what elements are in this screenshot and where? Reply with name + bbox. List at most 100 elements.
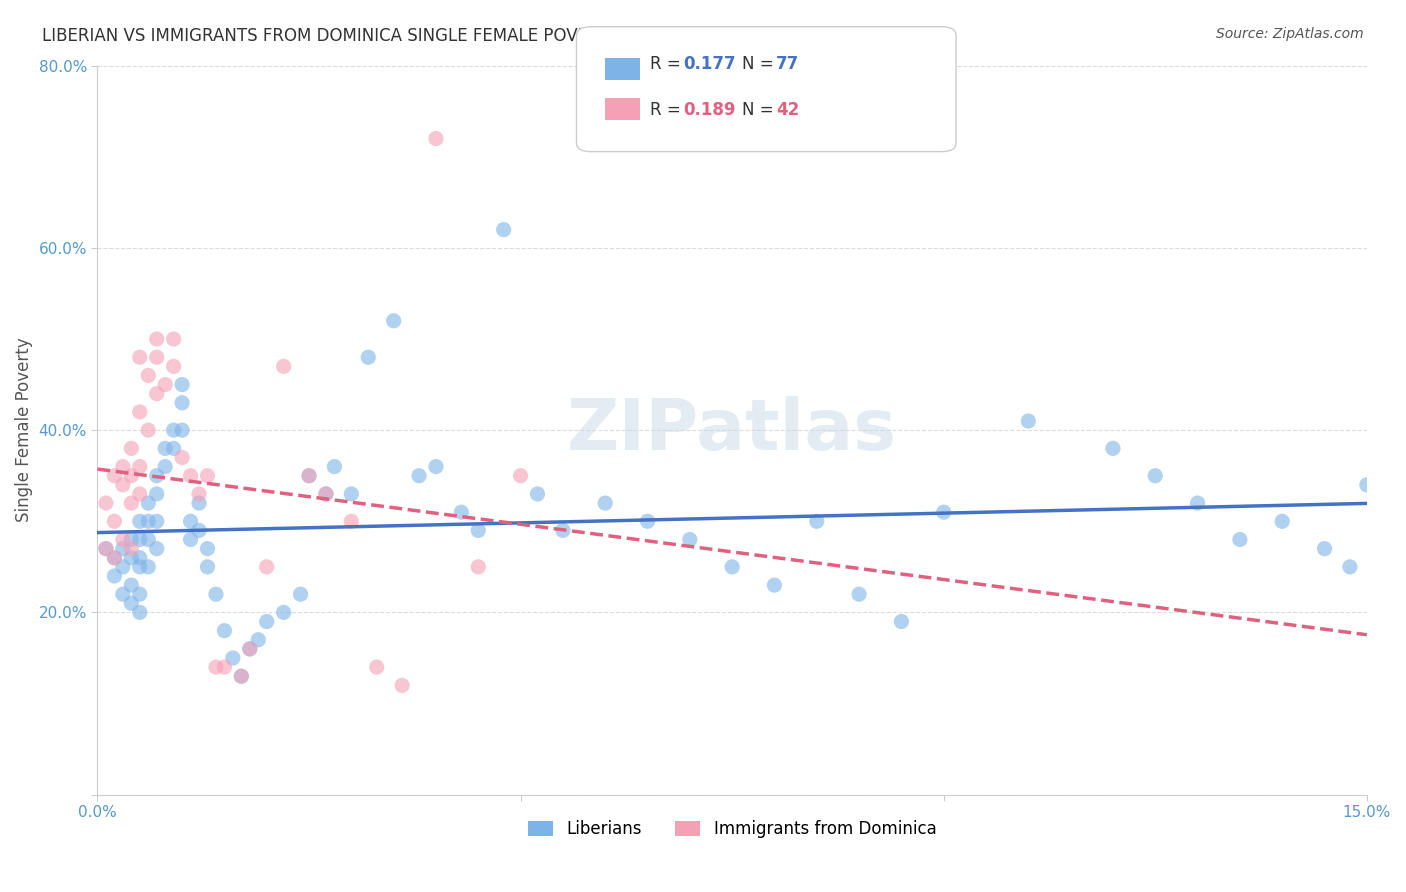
Point bbox=[120, 596, 142, 610]
Text: R =: R = bbox=[650, 55, 686, 73]
Point bbox=[128, 514, 150, 528]
Point bbox=[222, 651, 245, 665]
Point bbox=[340, 487, 363, 501]
Point bbox=[120, 468, 142, 483]
Point bbox=[120, 533, 142, 547]
Point bbox=[162, 442, 184, 456]
Point bbox=[425, 131, 447, 145]
Point bbox=[103, 550, 125, 565]
Point bbox=[128, 550, 150, 565]
Point bbox=[1187, 496, 1209, 510]
Point bbox=[408, 468, 430, 483]
Point bbox=[526, 487, 548, 501]
Point bbox=[425, 459, 447, 474]
Point bbox=[128, 587, 150, 601]
Point bbox=[128, 487, 150, 501]
Point bbox=[128, 606, 150, 620]
Point bbox=[1144, 468, 1167, 483]
Point bbox=[145, 487, 167, 501]
Point bbox=[188, 524, 211, 538]
Point bbox=[290, 587, 312, 601]
Point bbox=[162, 423, 184, 437]
Point bbox=[763, 578, 786, 592]
Point bbox=[197, 541, 219, 556]
Point bbox=[128, 405, 150, 419]
Point bbox=[136, 514, 159, 528]
Point bbox=[136, 496, 159, 510]
Point bbox=[1229, 533, 1251, 547]
Point bbox=[890, 615, 912, 629]
Point bbox=[188, 487, 211, 501]
Point bbox=[94, 541, 117, 556]
Point bbox=[188, 496, 211, 510]
Point bbox=[94, 496, 117, 510]
Point bbox=[172, 377, 194, 392]
Point bbox=[551, 524, 574, 538]
Point bbox=[273, 606, 295, 620]
Point bbox=[340, 514, 363, 528]
Point bbox=[593, 496, 616, 510]
Point bbox=[172, 450, 194, 465]
Point bbox=[1102, 442, 1125, 456]
Point bbox=[145, 386, 167, 401]
Point bbox=[111, 459, 134, 474]
Point bbox=[153, 459, 176, 474]
Point bbox=[136, 559, 159, 574]
Text: LIBERIAN VS IMMIGRANTS FROM DOMINICA SINGLE FEMALE POVERTY CORRELATION CHART: LIBERIAN VS IMMIGRANTS FROM DOMINICA SIN… bbox=[42, 27, 804, 45]
Point bbox=[136, 368, 159, 383]
Point bbox=[323, 459, 346, 474]
Point bbox=[509, 468, 531, 483]
Point bbox=[806, 514, 828, 528]
Point bbox=[679, 533, 702, 547]
Text: 42: 42 bbox=[776, 101, 800, 119]
Point bbox=[214, 660, 236, 674]
Point bbox=[103, 468, 125, 483]
Point bbox=[136, 423, 159, 437]
Point bbox=[145, 514, 167, 528]
Point bbox=[145, 541, 167, 556]
Point bbox=[153, 442, 176, 456]
Point bbox=[357, 350, 380, 364]
Point bbox=[162, 359, 184, 374]
Point bbox=[111, 478, 134, 492]
Point bbox=[128, 533, 150, 547]
Point bbox=[120, 442, 142, 456]
Point bbox=[315, 487, 337, 501]
Point bbox=[298, 468, 321, 483]
Point bbox=[145, 332, 167, 346]
Y-axis label: Single Female Poverty: Single Female Poverty bbox=[15, 338, 32, 523]
Point bbox=[153, 377, 176, 392]
Text: R =: R = bbox=[650, 101, 686, 119]
Point bbox=[197, 559, 219, 574]
Point bbox=[128, 350, 150, 364]
Point bbox=[1271, 514, 1294, 528]
Point bbox=[231, 669, 253, 683]
Point bbox=[382, 314, 405, 328]
Point bbox=[103, 550, 125, 565]
Point bbox=[197, 468, 219, 483]
Point bbox=[180, 468, 202, 483]
Point bbox=[145, 350, 167, 364]
Point bbox=[103, 569, 125, 583]
Point bbox=[239, 641, 262, 656]
Point bbox=[111, 533, 134, 547]
Point bbox=[467, 559, 489, 574]
Point bbox=[145, 468, 167, 483]
Point bbox=[298, 468, 321, 483]
Point bbox=[231, 669, 253, 683]
Point bbox=[256, 559, 278, 574]
Point bbox=[637, 514, 659, 528]
Point bbox=[172, 396, 194, 410]
Point bbox=[120, 550, 142, 565]
Point bbox=[247, 632, 270, 647]
Point bbox=[932, 505, 955, 519]
Point bbox=[721, 559, 744, 574]
Point bbox=[848, 587, 870, 601]
Point bbox=[1313, 541, 1336, 556]
Point bbox=[120, 578, 142, 592]
Text: 0.189: 0.189 bbox=[683, 101, 735, 119]
Point bbox=[172, 423, 194, 437]
Point bbox=[1017, 414, 1039, 428]
Legend: Liberians, Immigrants from Dominica: Liberians, Immigrants from Dominica bbox=[522, 814, 943, 845]
Point bbox=[120, 541, 142, 556]
